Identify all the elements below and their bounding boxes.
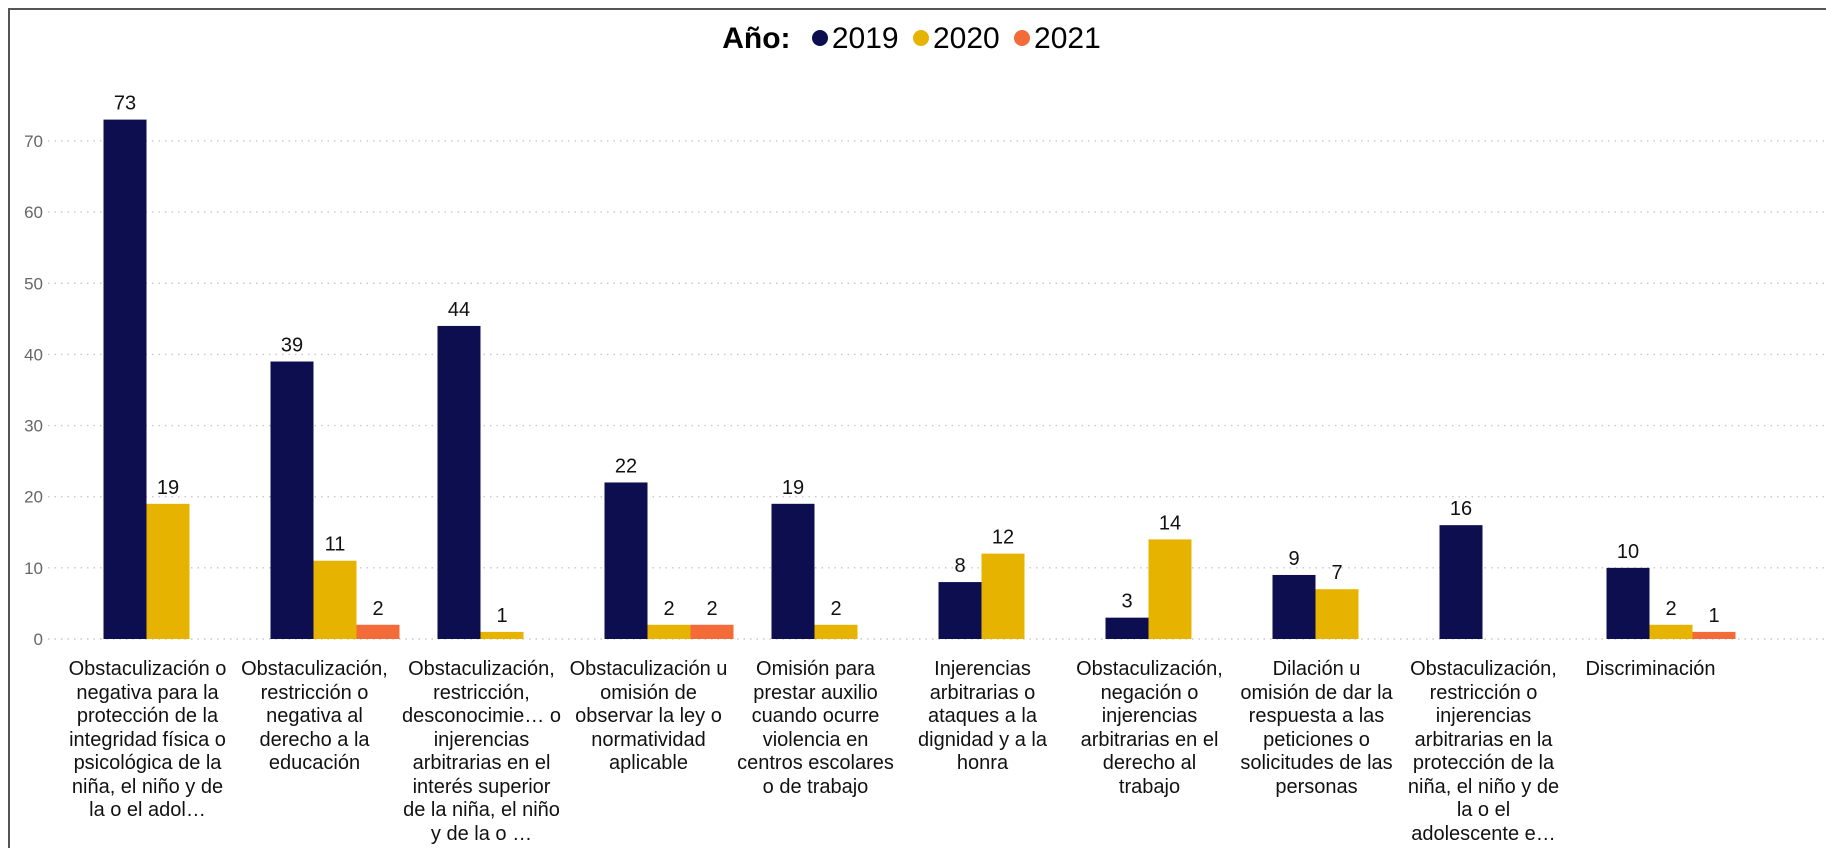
data-label-2019-cat-2: 39	[281, 335, 303, 357]
bar-2019-cat-3[interactable]	[437, 325, 481, 639]
y-tick-label-0: 0	[34, 630, 43, 649]
y-tick-label-10: 10	[24, 559, 43, 578]
data-label-2020-cat-5: 2	[830, 598, 841, 620]
y-tick-label-40: 40	[24, 345, 43, 364]
x-tick-label-1: Obstaculización o negativa para la prote…	[68, 658, 227, 821]
x-tick-label-3: Obstaculización, restricción, desconocim…	[402, 658, 561, 845]
bar-2019-cat-2[interactable]	[270, 361, 314, 639]
data-label-2019-cat-5: 19	[782, 477, 804, 499]
bar-2019-cat-7[interactable]	[1105, 617, 1149, 639]
data-label-2020-cat-8: 7	[1331, 562, 1342, 584]
bar-2020-cat-8[interactable]	[1315, 589, 1359, 639]
y-tick-label-50: 50	[24, 274, 43, 293]
data-label-2019-cat-1: 73	[114, 93, 136, 115]
bar-2020-cat-3[interactable]	[480, 631, 524, 639]
legend-title: Año:	[722, 22, 791, 55]
legend-label-2021: 2021	[1034, 22, 1101, 55]
data-label-2019-cat-6: 8	[954, 555, 965, 577]
chart-frame	[8, 8, 1826, 848]
legend-marker-2021	[1014, 30, 1031, 46]
x-tick-label-7: Obstaculización, negación o injerencias …	[1076, 658, 1223, 798]
legend-item-2020[interactable]: 2020	[912, 22, 1000, 55]
legend-item-2019[interactable]: 2019	[811, 22, 899, 55]
y-tick-label-70: 70	[24, 132, 43, 151]
bar-2021-cat-2[interactable]	[356, 624, 400, 639]
x-tick-label-4: Obstaculización u omisión de observar la…	[569, 658, 728, 774]
bar-2019-cat-9[interactable]	[1439, 525, 1483, 639]
data-label-2020-cat-7: 14	[1159, 512, 1181, 534]
data-label-2021-cat-4: 2	[706, 598, 717, 620]
bar-2021-cat-4[interactable]	[690, 624, 734, 639]
bar-2019-cat-1[interactable]	[103, 119, 147, 640]
bar-2019-cat-5[interactable]	[771, 503, 815, 639]
bar-2019-cat-4[interactable]	[604, 482, 648, 639]
legend-marker-2020	[912, 30, 929, 46]
bar-2019-cat-6[interactable]	[938, 582, 982, 639]
legend-item-2021[interactable]: 2021	[1014, 22, 1101, 55]
bar-2020-cat-6[interactable]	[981, 553, 1025, 639]
data-label-2021-cat-2: 2	[372, 598, 383, 620]
data-label-2019-cat-8: 9	[1288, 548, 1299, 570]
legend-label-2020: 2020	[932, 22, 1000, 55]
bar-2020-cat-1[interactable]	[146, 503, 190, 639]
data-label-2019-cat-7: 3	[1121, 591, 1132, 613]
x-tick-label-10: Discriminación	[1585, 658, 1716, 680]
legend-label-2019: 2019	[831, 22, 899, 55]
data-label-2020-cat-10: 2	[1665, 598, 1676, 620]
x-tick-label-6: Injerencias arbitrarias o ataques a la d…	[918, 658, 1047, 774]
bar-2021-cat-10[interactable]	[1692, 631, 1736, 639]
bar-2020-cat-7[interactable]	[1148, 539, 1192, 639]
x-tick-label-5: Omisión para prestar auxilio cuando ocur…	[737, 658, 894, 798]
y-tick-label-20: 20	[24, 488, 43, 507]
data-label-2020-cat-1: 19	[157, 477, 179, 499]
data-label-2020-cat-2: 11	[325, 534, 346, 556]
data-label-2021-cat-10: 1	[1708, 605, 1719, 627]
bar-2019-cat-10[interactable]	[1606, 567, 1650, 639]
data-label-2019-cat-9: 16	[1450, 498, 1472, 520]
legend-marker-2019	[811, 30, 828, 46]
bar-2020-cat-4[interactable]	[647, 624, 691, 639]
bar-2020-cat-5[interactable]	[814, 624, 858, 639]
data-label-2020-cat-4: 2	[663, 598, 674, 620]
data-label-2020-cat-6: 12	[992, 527, 1014, 549]
x-tick-label-9: Obstaculización, restricción o injerenci…	[1407, 658, 1560, 845]
y-tick-label-60: 60	[24, 203, 43, 222]
data-label-2019-cat-3: 44	[448, 299, 470, 321]
data-label-2020-cat-3: 1	[496, 605, 507, 627]
legend: Año: 2019 2020 2021	[0, 22, 1826, 56]
x-tick-label-8: Dilación u omisión de dar la respuesta a…	[1240, 658, 1393, 798]
data-label-2019-cat-10: 10	[1617, 541, 1639, 563]
bar-2020-cat-10[interactable]	[1649, 624, 1693, 639]
data-label-2019-cat-4: 22	[615, 455, 637, 477]
x-tick-label-2: Obstaculización, restricción o negativa …	[241, 658, 388, 774]
bar-2020-cat-2[interactable]	[313, 560, 357, 639]
y-tick-label-30: 30	[24, 417, 43, 436]
bar-2019-cat-8[interactable]	[1272, 574, 1316, 639]
